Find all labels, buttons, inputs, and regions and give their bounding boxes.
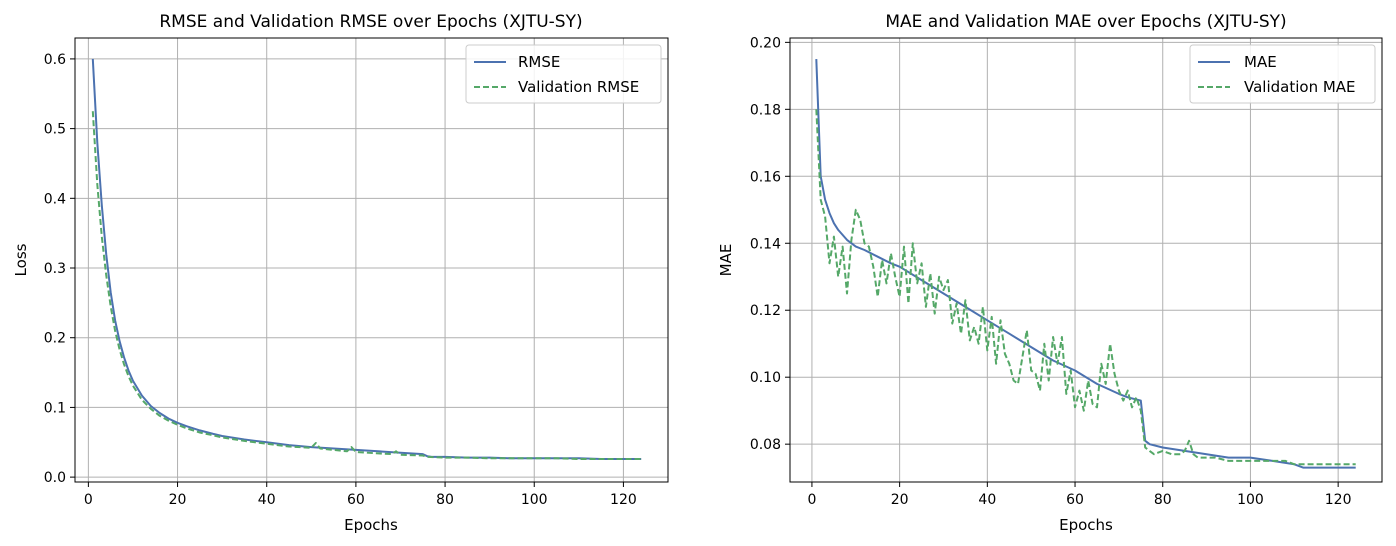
rmse-chart-title: RMSE and Validation RMSE over Epochs (XJ…	[159, 12, 582, 32]
mae-y-tick-label: 0.10	[750, 370, 781, 386]
mae-x-tick-label: 120	[1325, 492, 1352, 508]
mae-y-tick-label: 0.18	[750, 102, 781, 118]
rmse-series-line-train	[91, 58, 642, 460]
mae-chart-title: MAE and Validation MAE over Epochs (XJTU…	[885, 12, 1286, 32]
rmse-y-tick-label: 0.4	[44, 191, 66, 207]
rmse-series-line-validation	[91, 111, 642, 460]
rmse-plot-frame	[74, 37, 669, 483]
mae-y-tick-label: 0.12	[750, 303, 781, 319]
mae-plot-frame	[789, 37, 1383, 483]
mae-legend-label-mae: MAE	[1244, 53, 1277, 71]
mae-x-tick-label: 80	[1154, 492, 1172, 508]
mae-y-axis-label: MAE	[717, 244, 735, 277]
rmse-y-tick-label: 0.2	[44, 331, 66, 347]
mae-legend-box	[1189, 44, 1376, 104]
rmse-legend-box	[465, 44, 662, 104]
mae-grid	[790, 38, 1382, 482]
rmse-y-tick-label: 0.3	[44, 261, 66, 277]
mae-ticks: 0 20 40 60 80 100 120 0.08 0.10 0.12 0.14 0.16 0.18 0…	[750, 35, 1352, 508]
mae-x-tick-label: 20	[891, 492, 909, 508]
rmse-x-tick-label: 20	[169, 492, 187, 508]
mae-x-tick-label: 0	[807, 492, 816, 508]
rmse-x-tick-label: 120	[610, 492, 637, 508]
mae-y-tick-label: 0.14	[750, 236, 781, 252]
rmse-x-tick-label: 40	[258, 492, 276, 508]
mae-series	[815, 59, 1356, 469]
mae-y-tick-label: 0.20	[750, 35, 781, 51]
mae-x-tick-label: 40	[978, 492, 996, 508]
rmse-x-tick-label: 80	[436, 492, 454, 508]
rmse-y-tick-label: 0.1	[44, 400, 66, 416]
mae-series-line-validation	[815, 109, 1356, 466]
rmse-legend: RMSE Validation RMSE	[465, 44, 662, 104]
mae-chart: 0 20 40 60 80 100 120 0.08 0.10 0.12 0.14 0.16 0.18 0…	[717, 12, 1383, 534]
rmse-series	[91, 58, 642, 460]
rmse-ticks: 0 20 40 60 80 100 120 0.0 0.1 0.2 0.3 0.4 0.5 0.6	[44, 52, 637, 508]
mae-y-tick-label: 0.16	[750, 169, 781, 185]
rmse-legend-label-validation: Validation RMSE	[518, 78, 639, 96]
rmse-x-tick-label: 100	[521, 492, 548, 508]
mae-x-tick-label: 100	[1237, 492, 1264, 508]
rmse-legend-label-rmse: RMSE	[518, 53, 560, 71]
mae-x-axis-label: Epochs	[1059, 516, 1113, 534]
mae-legend-label-validation: Validation MAE	[1244, 78, 1356, 96]
mae-legend: MAE Validation MAE	[1189, 44, 1376, 104]
mae-y-tick-label: 0.08	[750, 437, 781, 453]
mae-series-line-train	[815, 59, 1356, 469]
rmse-y-axis-label: Loss	[12, 243, 30, 276]
rmse-chart: 0 20 40 60 80 100 120 0.0 0.1 0.2 0.3 0.4 0.5 0.6 RMS…	[12, 12, 669, 534]
rmse-x-tick-label: 60	[347, 492, 365, 508]
rmse-y-tick-label: 0.0	[44, 470, 66, 486]
rmse-x-tick-label: 0	[84, 492, 93, 508]
rmse-y-tick-label: 0.5	[44, 122, 66, 138]
mae-x-tick-label: 60	[1066, 492, 1084, 508]
rmse-y-tick-label: 0.6	[44, 52, 66, 68]
rmse-x-axis-label: Epochs	[344, 516, 398, 534]
